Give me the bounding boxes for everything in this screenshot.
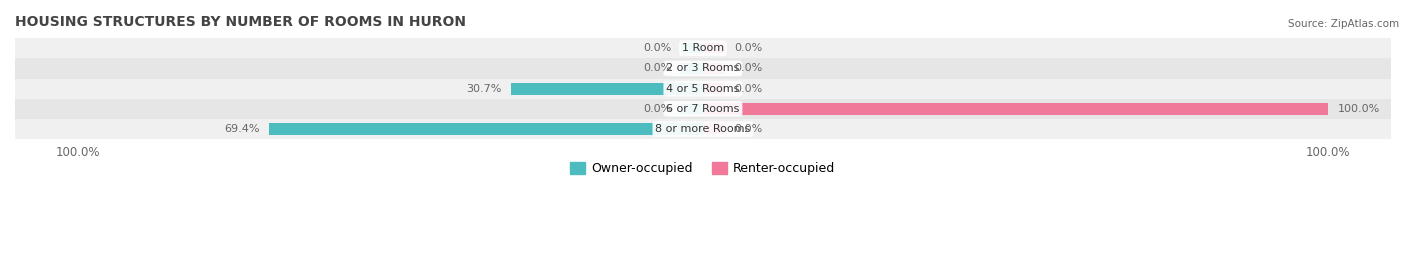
Text: Source: ZipAtlas.com: Source: ZipAtlas.com bbox=[1288, 19, 1399, 29]
Text: 30.7%: 30.7% bbox=[467, 84, 502, 94]
Bar bbox=[681, 124, 703, 134]
Bar bbox=[703, 124, 725, 134]
Text: 2 or 3 Rooms: 2 or 3 Rooms bbox=[666, 63, 740, 73]
Bar bbox=[681, 63, 703, 74]
Bar bbox=[15, 79, 1391, 99]
Bar bbox=[681, 83, 703, 94]
Text: HOUSING STRUCTURES BY NUMBER OF ROOMS IN HURON: HOUSING STRUCTURES BY NUMBER OF ROOMS IN… bbox=[15, 15, 465, 29]
Text: 0.0%: 0.0% bbox=[734, 43, 762, 53]
Text: 1 Room: 1 Room bbox=[682, 43, 724, 53]
Bar bbox=[703, 104, 725, 114]
Bar bbox=[510, 83, 703, 95]
Text: 100.0%: 100.0% bbox=[1337, 104, 1379, 114]
Text: 0.0%: 0.0% bbox=[644, 104, 672, 114]
Bar bbox=[681, 43, 703, 53]
Text: 8 or more Rooms: 8 or more Rooms bbox=[655, 124, 751, 134]
Text: 69.4%: 69.4% bbox=[224, 124, 260, 134]
Bar bbox=[703, 63, 725, 74]
Text: 6 or 7 Rooms: 6 or 7 Rooms bbox=[666, 104, 740, 114]
Text: 0.0%: 0.0% bbox=[734, 124, 762, 134]
Bar bbox=[15, 119, 1391, 139]
Bar bbox=[703, 83, 725, 94]
Text: 0.0%: 0.0% bbox=[644, 63, 672, 73]
Bar bbox=[15, 99, 1391, 119]
Text: 4 or 5 Rooms: 4 or 5 Rooms bbox=[666, 84, 740, 94]
Legend: Owner-occupied, Renter-occupied: Owner-occupied, Renter-occupied bbox=[565, 157, 841, 180]
Text: 0.0%: 0.0% bbox=[644, 43, 672, 53]
Bar bbox=[15, 38, 1391, 58]
Bar bbox=[681, 104, 703, 114]
Bar bbox=[703, 43, 725, 53]
Bar bbox=[703, 103, 1329, 115]
Text: 0.0%: 0.0% bbox=[734, 84, 762, 94]
Bar bbox=[269, 123, 703, 135]
Bar bbox=[15, 58, 1391, 79]
Text: 0.0%: 0.0% bbox=[734, 63, 762, 73]
